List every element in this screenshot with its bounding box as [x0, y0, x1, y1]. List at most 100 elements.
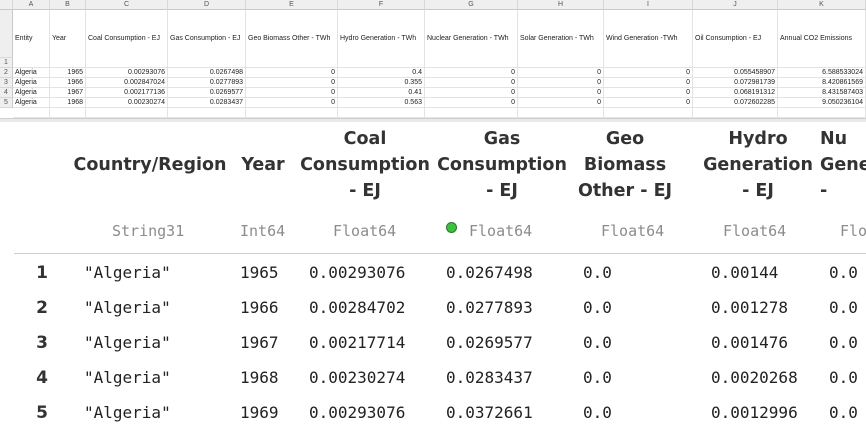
sheet-header-cell[interactable]: Annual CO2 Emissions [778, 10, 866, 68]
column-header-k[interactable]: K [778, 0, 866, 10]
column-header[interactable]: Country/Region [73, 155, 227, 175]
sheet-cell-empty[interactable] [693, 108, 778, 118]
sheet-cell[interactable]: 0 [518, 98, 604, 108]
data-cell[interactable]: 0.00217714 [309, 333, 406, 352]
sheet-header-cell[interactable]: Coal Consumption - EJ [86, 10, 168, 68]
data-cell[interactable]: 1966 [240, 298, 279, 317]
column-header[interactable]: Year [241, 155, 285, 175]
sheet-cell[interactable]: 0.563 [338, 98, 425, 108]
data-cell[interactable]: 0.0 [829, 298, 858, 317]
sheet-header-cell[interactable]: Entity [13, 10, 50, 68]
sheet-cell[interactable]: Algeria [13, 68, 50, 78]
row-header-2[interactable]: 2 [0, 68, 13, 78]
data-cell[interactable]: 0.0283437 [446, 368, 533, 387]
row-header-1[interactable]: 1 [0, 58, 13, 68]
sheet-cell[interactable]: 1967 [50, 88, 86, 98]
column-header-j[interactable]: J [693, 0, 778, 10]
data-cell[interactable]: 0.001476 [711, 333, 789, 352]
data-cell[interactable]: "Algeria" [84, 403, 171, 422]
sheet-cell-empty[interactable] [168, 108, 246, 118]
data-cell[interactable]: 0.0 [829, 333, 858, 352]
sheet-header-cell[interactable]: Nuclear Generation - TWh [425, 10, 518, 68]
sheet-cell[interactable]: 6.588533024 [778, 68, 866, 78]
column-header-c[interactable]: C [86, 0, 168, 10]
sheet-cell[interactable]: 0.068191312 [693, 88, 778, 98]
row-header-3[interactable]: 3 [0, 78, 13, 88]
sheet-cell[interactable]: 9.050236104 [778, 98, 866, 108]
sheet-cell[interactable]: 0 [425, 68, 518, 78]
sheet-cell[interactable]: 0.4 [338, 68, 425, 78]
sheet-cell[interactable]: 0.0277893 [168, 78, 246, 88]
row-header-4[interactable]: 4 [0, 88, 13, 98]
sheet-cell[interactable]: 0.0283437 [168, 98, 246, 108]
sheet-cell[interactable]: 0.0267498 [168, 68, 246, 78]
sheet-cell[interactable]: 0 [604, 88, 693, 98]
column-header[interactable]: Nu Gene - [820, 129, 866, 201]
sheet-header-cell[interactable]: Solar Generation - TWh [518, 10, 604, 68]
data-cell[interactable]: 0.0012996 [711, 403, 798, 422]
data-cell[interactable]: "Algeria" [84, 263, 171, 282]
column-header[interactable]: Coal Consumption - EJ [300, 129, 430, 201]
data-cell[interactable]: 1967 [240, 333, 279, 352]
sheet-header-cell[interactable]: Hydro Generation - TWh [338, 10, 425, 68]
data-cell[interactable]: 0.001278 [711, 298, 789, 317]
sheet-cell[interactable]: 1965 [50, 68, 86, 78]
sheet-cell-empty[interactable] [604, 108, 693, 118]
sheet-cell[interactable]: Algeria [13, 88, 50, 98]
data-cell[interactable]: 0.00293076 [309, 263, 406, 282]
data-cell[interactable]: 0.00293076 [309, 403, 406, 422]
data-cell[interactable]: 0.00230274 [309, 368, 406, 387]
sheet-cell[interactable]: 0 [518, 68, 604, 78]
data-cell[interactable]: 1965 [240, 263, 279, 282]
column-header-a[interactable]: A [13, 0, 50, 10]
sheet-cell[interactable]: 0 [425, 98, 518, 108]
data-cell[interactable]: 0.0267498 [446, 263, 533, 282]
sheet-cell[interactable]: 0.355 [338, 78, 425, 88]
sheet-cell[interactable]: 8.420861569 [778, 78, 866, 88]
row-header-5[interactable]: 5 [0, 98, 13, 108]
sheet-cell[interactable]: 8.431587403 [778, 88, 866, 98]
column-header-g[interactable]: G [425, 0, 518, 10]
data-cell[interactable]: 0.0277893 [446, 298, 533, 317]
column-header-i[interactable]: I [604, 0, 693, 10]
sheet-cell[interactable]: 0.0269577 [168, 88, 246, 98]
sheet-corner[interactable] [0, 0, 13, 10]
data-cell[interactable]: 1968 [240, 368, 279, 387]
sheet-cell[interactable]: 0 [246, 68, 338, 78]
data-cell[interactable]: 0.00284702 [309, 298, 406, 317]
data-cell[interactable]: 0.0 [583, 333, 612, 352]
data-cell[interactable]: 0.0 [583, 263, 612, 282]
sheet-cell[interactable]: 0.072602285 [693, 98, 778, 108]
column-header[interactable]: Hydro Generation - EJ [703, 129, 813, 201]
data-cell[interactable]: 0.0 [583, 403, 612, 422]
column-header-h[interactable]: H [518, 0, 604, 10]
data-cell[interactable]: 0.0 [583, 298, 612, 317]
data-cell[interactable]: 0.0020268 [711, 368, 798, 387]
sheet-cell[interactable]: 0.002847024 [86, 78, 168, 88]
sheet-cell[interactable]: 0 [604, 98, 693, 108]
sheet-cell-empty[interactable] [338, 108, 425, 118]
sheet-cell[interactable]: 0.00293076 [86, 68, 168, 78]
sheet-cell[interactable]: 0 [246, 78, 338, 88]
data-cell[interactable]: "Algeria" [84, 298, 171, 317]
data-cell[interactable]: 0.0 [829, 263, 858, 282]
sheet-cell-empty[interactable] [246, 108, 338, 118]
data-cell[interactable]: "Algeria" [84, 333, 171, 352]
sheet-header-cell[interactable]: Year [50, 10, 86, 68]
sheet-cell[interactable]: Algeria [13, 78, 50, 88]
column-header-e[interactable]: E [246, 0, 338, 10]
column-header-d[interactable]: D [168, 0, 246, 10]
data-cell[interactable]: 0.00144 [711, 263, 779, 282]
sheet-cell[interactable]: 0 [518, 88, 604, 98]
sheet-cell[interactable]: 0 [604, 68, 693, 78]
data-cell[interactable]: 0.0 [829, 403, 858, 422]
sheet-cell-empty[interactable] [86, 108, 168, 118]
sheet-cell[interactable]: 0.00230274 [86, 98, 168, 108]
data-cell[interactable]: 0.0 [583, 368, 612, 387]
sheet-cell-empty[interactable] [518, 108, 604, 118]
sheet-cell[interactable]: 0 [425, 78, 518, 88]
column-header[interactable]: Geo Biomass Other - EJ [577, 129, 673, 201]
sheet-cell[interactable]: 0.002177136 [86, 88, 168, 98]
sheet-cell[interactable]: 0 [425, 88, 518, 98]
data-cell[interactable]: "Algeria" [84, 368, 171, 387]
